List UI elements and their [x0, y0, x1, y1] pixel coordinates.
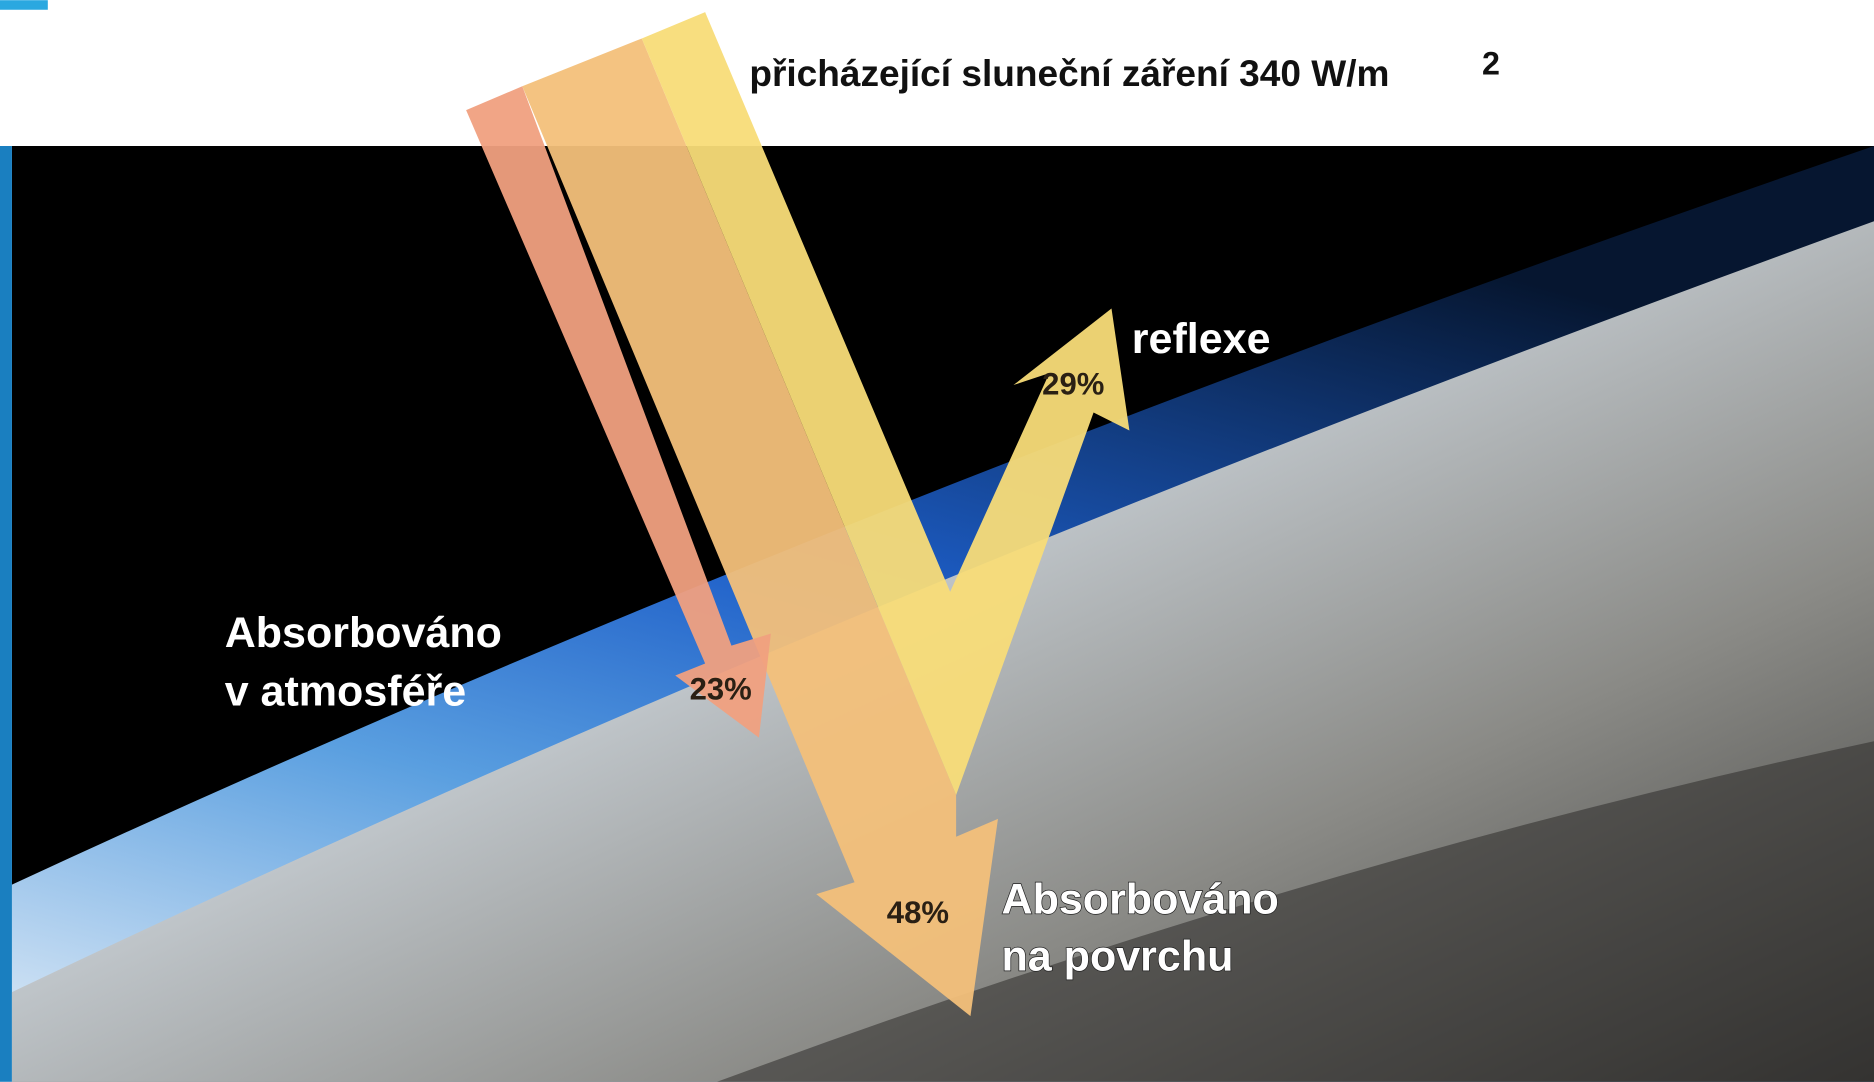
- flow-label: v atmosféře: [225, 667, 466, 715]
- flow-label: Absorbováno: [1002, 875, 1279, 923]
- title: přicházející sluneční záření 340 W/m: [749, 52, 1389, 94]
- flow-percent: 23%: [690, 671, 752, 706]
- flow-label: reflexe: [1132, 315, 1271, 363]
- header-band: [0, 0, 1874, 147]
- earth-shadow: [717, 741, 1874, 1082]
- reflection-arrow: [641, 12, 1130, 795]
- title-superscript: 2: [1482, 45, 1500, 81]
- surface-arrow: [522, 38, 998, 1017]
- flow-label: na povrchu: [1002, 933, 1234, 981]
- edge-strip: [0, 146, 12, 1082]
- flow-label: Absorbováno: [225, 609, 502, 657]
- flow-percent: 29%: [1042, 367, 1104, 402]
- flow-percent: 48%: [887, 895, 949, 930]
- edge-strip: [0, 0, 48, 10]
- atmosphere-arrow: [466, 86, 771, 738]
